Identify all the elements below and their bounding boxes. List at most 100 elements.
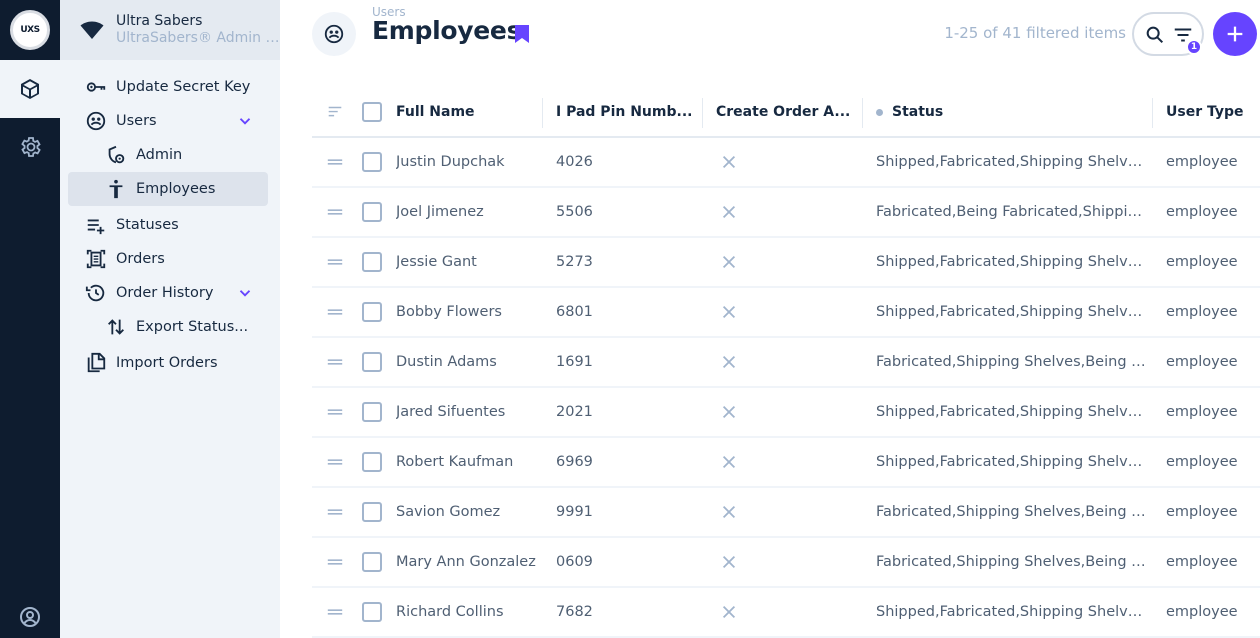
nav-item-orders[interactable]: Orders	[60, 242, 268, 276]
row-checkbox[interactable]	[362, 138, 382, 186]
cell-full-name: Richard Collins	[396, 604, 504, 620]
user-menu-button[interactable]	[0, 596, 60, 638]
drag-handle-icon[interactable]	[326, 488, 346, 536]
nav-item-admin[interactable]: Admin	[68, 138, 268, 172]
page-title-icon[interactable]	[312, 12, 356, 56]
close-icon	[722, 205, 736, 219]
cell-pin: 6801	[556, 304, 593, 320]
search-filter-pill[interactable]: 1	[1132, 12, 1204, 56]
drag-handle-icon[interactable]	[326, 588, 346, 636]
nav-item-employees[interactable]: Employees	[68, 172, 268, 206]
nav-item-import-orders[interactable]: Import Orders	[60, 346, 268, 380]
sort-order-icon[interactable]	[326, 88, 346, 136]
table-row[interactable]: Robert Kaufman 6969 Shipped,Fabricated,Shi…	[312, 438, 1260, 488]
cell-user-type: employee	[1166, 404, 1238, 420]
cell-user-type: employee	[1166, 504, 1238, 520]
table-row[interactable]: Bobby Flowers 6801 Shipped,Fabricated,Ship…	[312, 288, 1260, 338]
chevron-down-icon[interactable]	[236, 284, 254, 302]
cell-status: Fabricated,Shipping Shelves,Being Fabric…	[876, 554, 1150, 570]
playlist-add-icon	[84, 213, 108, 237]
drag-handle-icon[interactable]	[326, 238, 346, 286]
cell-create-order	[716, 488, 856, 536]
table-row[interactable]: Justin Dupchak 4026 Shipped,Fabricated,Shi…	[312, 138, 1260, 188]
table-row[interactable]: Savion Gomez 9991 Fabricated,Shipping Shel…	[312, 488, 1260, 538]
cell-status: Fabricated,Shipping Shelves,Being Fabric…	[876, 504, 1150, 520]
column-header-pin[interactable]: I Pad Pin Numb...	[556, 104, 693, 120]
row-checkbox[interactable]	[362, 188, 382, 236]
column-resize-handle[interactable]	[1152, 98, 1153, 128]
cell-status: Shipped,Fabricated,Shipping Shelves,Bein…	[876, 404, 1150, 420]
nav-item-statuses[interactable]: Statuses	[60, 208, 268, 242]
select-all-checkbox[interactable]	[362, 88, 382, 136]
row-checkbox[interactable]	[362, 538, 382, 586]
close-icon	[722, 605, 736, 619]
cell-full-name: Robert Kaufman	[396, 454, 514, 470]
project-header[interactable]: Ultra Sabers UltraSabers® Admin Panel	[60, 0, 280, 60]
sort-indicator-dot	[876, 108, 883, 116]
app-logo[interactable]: UXS	[0, 0, 60, 60]
nav-item-label: Statuses	[116, 217, 179, 233]
nav-item-label: Order History	[116, 285, 214, 301]
table-row[interactable]: Dustin Adams 1691 Fabricated,Shipping Shel…	[312, 338, 1260, 388]
drag-handle-icon[interactable]	[326, 288, 346, 336]
column-header-create-order[interactable]: Create Order A...	[716, 104, 851, 120]
row-checkbox[interactable]	[362, 438, 382, 486]
row-checkbox[interactable]	[362, 588, 382, 636]
column-resize-handle[interactable]	[542, 98, 543, 128]
breadcrumb[interactable]: Users	[372, 5, 406, 19]
row-checkbox[interactable]	[362, 488, 382, 536]
bookmark-icon[interactable]	[514, 24, 530, 44]
table-row[interactable]: Mary Ann Gonzalez 0609 Fabricated,Shipping…	[312, 538, 1260, 588]
cell-status: Shipped,Fabricated,Shipping Shelves,Bein…	[876, 254, 1150, 270]
table-row[interactable]: Jessie Gant 5273 Shipped,Fabricated,Shippi…	[312, 238, 1260, 288]
drag-handle-icon[interactable]	[326, 138, 346, 186]
settings-module-button[interactable]	[0, 118, 60, 176]
cell-pin: 1691	[556, 354, 593, 370]
chevron-down-icon[interactable]	[236, 112, 254, 130]
nav-item-export-status[interactable]: Export Status...	[68, 310, 268, 344]
cell-create-order	[716, 538, 856, 586]
column-resize-handle[interactable]	[862, 98, 863, 128]
drag-handle-icon[interactable]	[326, 188, 346, 236]
column-resize-handle[interactable]	[702, 98, 703, 128]
nav-item-order-history[interactable]: Order History	[60, 276, 268, 310]
history-icon	[84, 281, 108, 305]
cell-pin: 9991	[556, 504, 593, 520]
content-module-button[interactable]	[0, 60, 60, 118]
nav-item-update-secret-key[interactable]: Update Secret Key	[60, 70, 268, 104]
close-icon	[722, 555, 736, 569]
cube-icon	[21, 79, 39, 99]
cell-full-name: Mary Ann Gonzalez	[396, 554, 536, 570]
column-header-user-type[interactable]: User Type	[1166, 104, 1244, 120]
table-row[interactable]: Jared Sifuentes 2021 Shipped,Fabricated,Sh…	[312, 388, 1260, 438]
drag-handle-icon[interactable]	[326, 338, 346, 386]
close-icon	[722, 405, 736, 419]
column-header-full-name[interactable]: Full Name	[396, 104, 475, 120]
search-icon[interactable]	[1144, 24, 1166, 46]
create-item-button[interactable]	[1213, 12, 1257, 56]
nav-item-users[interactable]: Users	[60, 104, 268, 138]
table-row[interactable]: Richard Collins 7682 Shipped,Fabricated,Sh…	[312, 588, 1260, 638]
cell-pin: 5506	[556, 204, 593, 220]
filter-icon[interactable]	[1172, 24, 1194, 46]
drag-handle-icon[interactable]	[326, 388, 346, 436]
drag-handle-icon[interactable]	[326, 438, 346, 486]
cell-user-type: employee	[1166, 154, 1238, 170]
row-checkbox[interactable]	[362, 338, 382, 386]
row-checkbox[interactable]	[362, 238, 382, 286]
table-body: Justin Dupchak 4026 Shipped,Fabricated,Shi…	[312, 138, 1260, 638]
nav-item-label: Export Status...	[136, 319, 249, 335]
cell-status: Shipped,Fabricated,Shipping Shelves,Bein…	[876, 304, 1150, 320]
drag-handle-icon[interactable]	[326, 538, 346, 586]
items-count: 1-25 of 41 filtered items	[944, 24, 1126, 42]
close-icon	[722, 305, 736, 319]
row-checkbox[interactable]	[362, 388, 382, 436]
document-scanner-icon	[84, 247, 108, 271]
nav-item-label: Update Secret Key	[116, 79, 251, 95]
cell-user-type: employee	[1166, 354, 1238, 370]
row-checkbox[interactable]	[362, 288, 382, 336]
cell-status: Shipped,Fabricated,Shipping Shelves,Bein…	[876, 604, 1150, 620]
column-header-status[interactable]: Status	[876, 88, 1150, 136]
table-row[interactable]: Joel Jimenez 5506 Fabricated,Being Fabrica…	[312, 188, 1260, 238]
cell-create-order	[716, 288, 856, 336]
